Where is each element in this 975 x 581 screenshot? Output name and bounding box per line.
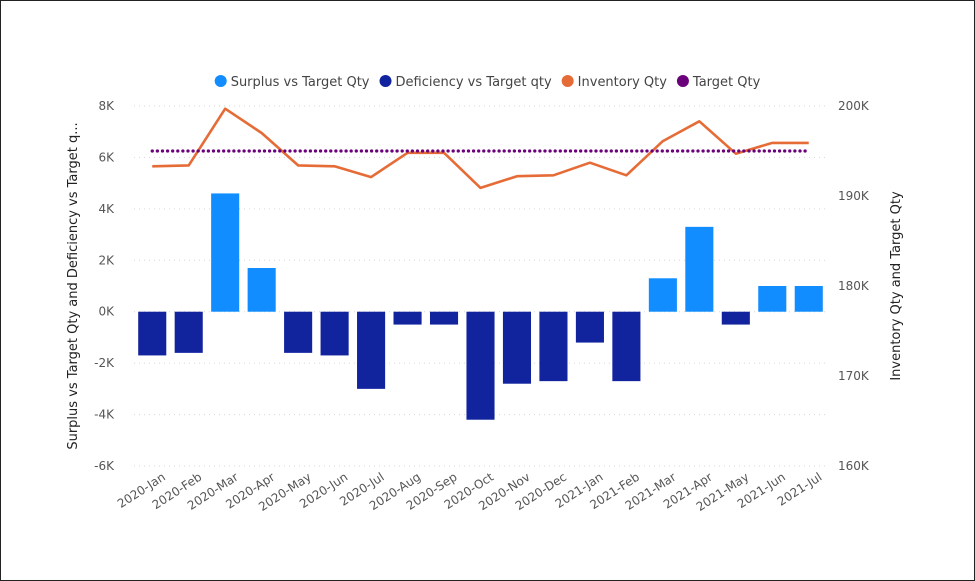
y-axis-left-title: Surplus vs Target Qty and Deficiency vs … <box>66 122 81 449</box>
bar[interactable] <box>758 286 787 312</box>
y2-tick-label: 160K <box>838 459 870 473</box>
y-axis-left-ticks: -6K -4K -2K 0K 2K 4K 6K 8K <box>94 99 115 473</box>
legend[interactable]: Surplus vs Target Qty Deficiency vs Targe… <box>214 75 761 90</box>
legend-label: Target Qty <box>692 75 761 90</box>
y2-tick-label: 180K <box>838 279 870 293</box>
legend-marker <box>561 75 574 87</box>
bar[interactable] <box>357 311 386 389</box>
bar[interactable] <box>138 311 167 356</box>
bars-layer <box>138 193 823 420</box>
y2-tick-label: 200K <box>838 99 870 113</box>
bar[interactable] <box>612 311 641 382</box>
bar[interactable] <box>721 311 750 325</box>
y-tick-label: 4K <box>98 202 115 216</box>
bar[interactable] <box>174 311 203 353</box>
lines-layer <box>150 107 811 190</box>
y-axis-right-title: Inventory Qty and Target Qty <box>889 191 904 381</box>
bar[interactable] <box>284 311 313 353</box>
y-axis-right-ticks: 160K 170K 180K 190K 200K <box>838 99 870 473</box>
legend-item[interactable]: Deficiency vs Target qty <box>379 75 552 90</box>
legend-marker <box>676 75 689 87</box>
bar[interactable] <box>794 286 823 312</box>
legend-marker <box>379 75 392 87</box>
y-tick-label: 2K <box>98 253 115 267</box>
y2-tick-label: 170K <box>838 369 870 383</box>
legend-label: Deficiency vs Target qty <box>396 75 552 90</box>
legend-item[interactable]: Surplus vs Target Qty <box>214 75 370 90</box>
bar[interactable] <box>466 311 495 420</box>
legend-item[interactable]: Target Qty <box>676 75 761 90</box>
y-tick-label: -4K <box>94 408 115 422</box>
y-tick-label: -2K <box>94 356 115 370</box>
y-tick-label: 8K <box>98 99 115 113</box>
legend-label: Inventory Qty <box>578 75 668 90</box>
bar[interactable] <box>247 268 276 312</box>
y-tick-label: 6K <box>98 150 115 164</box>
bar[interactable] <box>502 311 532 384</box>
y-tick-label: -6K <box>94 459 115 473</box>
legend-marker <box>214 75 227 87</box>
legend-label: Surplus vs Target Qty <box>231 75 370 90</box>
bar[interactable] <box>393 311 422 325</box>
bar[interactable] <box>648 278 677 312</box>
bar[interactable] <box>320 311 349 356</box>
y2-tick-label: 190K <box>838 189 870 203</box>
bar[interactable] <box>539 311 568 382</box>
bar[interactable] <box>211 193 240 312</box>
bar[interactable] <box>685 226 714 312</box>
bar[interactable] <box>575 311 604 343</box>
x-axis-ticks: 2020-Jan2020-Feb2020-Mar2020-Apr2020-May… <box>115 470 824 514</box>
series-line[interactable] <box>152 107 809 190</box>
y-tick-label: 0K <box>98 305 115 319</box>
bar[interactable] <box>429 311 459 325</box>
legend-item[interactable]: Inventory Qty <box>561 75 668 90</box>
